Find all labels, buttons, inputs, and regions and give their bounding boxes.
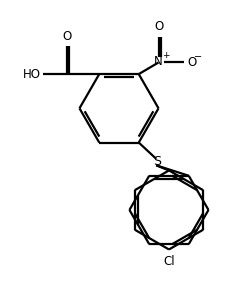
Text: Cl: Cl bbox=[163, 255, 175, 268]
Text: O: O bbox=[154, 21, 163, 33]
Text: O: O bbox=[62, 30, 71, 43]
Text: +: + bbox=[162, 51, 170, 60]
Text: S: S bbox=[153, 155, 161, 168]
Text: HO: HO bbox=[23, 68, 41, 80]
Text: −: − bbox=[194, 52, 203, 62]
Text: N: N bbox=[154, 55, 163, 68]
Text: O: O bbox=[188, 56, 197, 69]
